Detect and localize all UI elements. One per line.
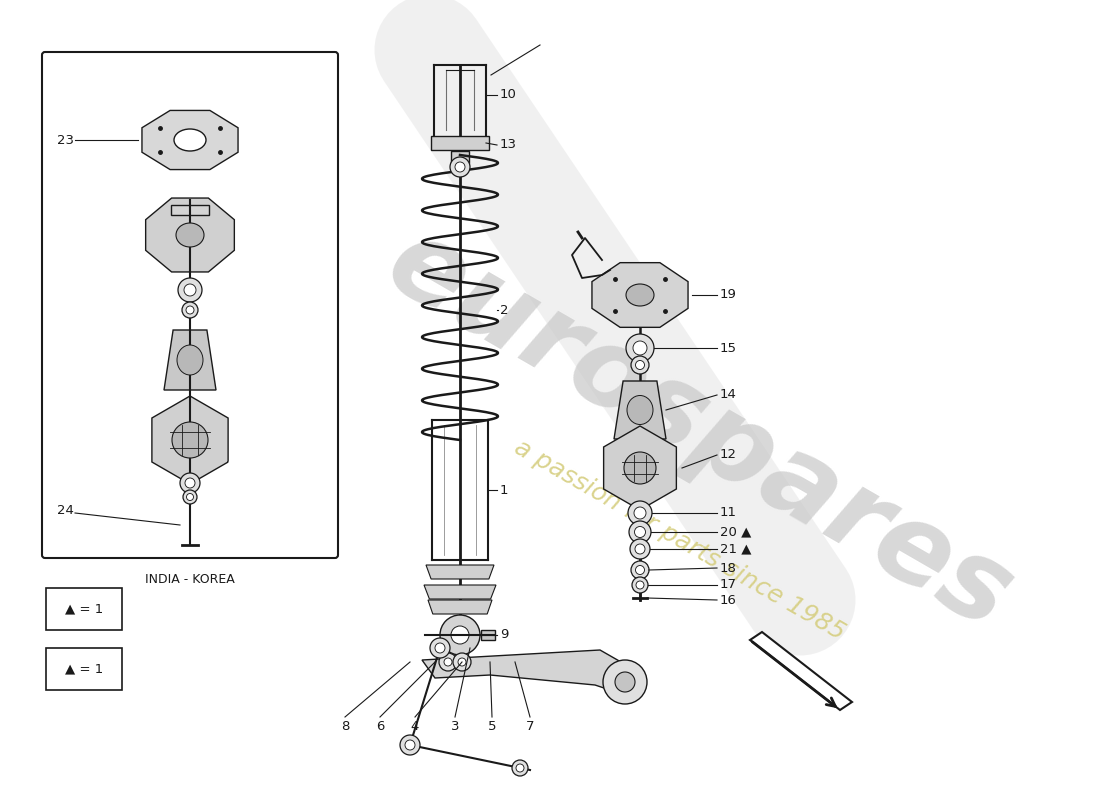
Text: 7: 7 bbox=[526, 720, 535, 733]
Circle shape bbox=[400, 735, 420, 755]
Text: 8: 8 bbox=[341, 720, 349, 733]
Text: ▲ = 1: ▲ = 1 bbox=[65, 662, 103, 675]
Text: 13: 13 bbox=[500, 138, 517, 151]
Text: 14: 14 bbox=[720, 389, 737, 402]
FancyBboxPatch shape bbox=[42, 52, 338, 558]
Text: ▲ = 1: ▲ = 1 bbox=[65, 602, 103, 615]
Text: 4: 4 bbox=[410, 720, 419, 733]
Circle shape bbox=[631, 561, 649, 579]
Circle shape bbox=[629, 521, 651, 543]
FancyBboxPatch shape bbox=[451, 151, 469, 163]
FancyBboxPatch shape bbox=[46, 588, 122, 630]
Circle shape bbox=[434, 643, 446, 653]
Text: INDIA - KOREA: INDIA - KOREA bbox=[145, 573, 235, 586]
Circle shape bbox=[634, 507, 646, 519]
Circle shape bbox=[624, 452, 656, 484]
Circle shape bbox=[631, 356, 649, 374]
Ellipse shape bbox=[176, 223, 204, 247]
Text: 11: 11 bbox=[720, 506, 737, 519]
Ellipse shape bbox=[177, 345, 204, 375]
Circle shape bbox=[180, 473, 200, 493]
Text: 24: 24 bbox=[57, 503, 74, 517]
Polygon shape bbox=[152, 396, 228, 484]
Polygon shape bbox=[428, 600, 492, 614]
Text: 12: 12 bbox=[720, 449, 737, 462]
Circle shape bbox=[172, 422, 208, 458]
Text: 5: 5 bbox=[487, 720, 496, 733]
Circle shape bbox=[458, 658, 466, 666]
Circle shape bbox=[185, 478, 195, 488]
Circle shape bbox=[636, 566, 645, 574]
Circle shape bbox=[178, 278, 202, 302]
Circle shape bbox=[636, 581, 644, 589]
Ellipse shape bbox=[174, 129, 206, 151]
FancyBboxPatch shape bbox=[481, 630, 495, 640]
Circle shape bbox=[182, 302, 198, 318]
Text: a passion for parts since 1985: a passion for parts since 1985 bbox=[510, 435, 849, 645]
Circle shape bbox=[450, 157, 470, 177]
Text: 1: 1 bbox=[500, 483, 508, 497]
Circle shape bbox=[512, 760, 528, 776]
Circle shape bbox=[444, 658, 452, 666]
Polygon shape bbox=[604, 426, 676, 510]
Circle shape bbox=[635, 544, 645, 554]
Circle shape bbox=[453, 653, 471, 671]
Text: 10: 10 bbox=[500, 89, 517, 102]
Circle shape bbox=[184, 284, 196, 296]
Circle shape bbox=[630, 539, 650, 559]
Polygon shape bbox=[422, 650, 635, 695]
Circle shape bbox=[636, 361, 645, 370]
Circle shape bbox=[183, 490, 197, 504]
Circle shape bbox=[440, 615, 480, 655]
Polygon shape bbox=[614, 381, 666, 439]
Polygon shape bbox=[142, 110, 238, 170]
Text: 16: 16 bbox=[720, 594, 737, 606]
Text: 19: 19 bbox=[720, 289, 737, 302]
FancyBboxPatch shape bbox=[46, 648, 122, 690]
Circle shape bbox=[405, 740, 415, 750]
Circle shape bbox=[632, 341, 647, 355]
Circle shape bbox=[187, 494, 194, 501]
FancyBboxPatch shape bbox=[431, 136, 488, 150]
Polygon shape bbox=[750, 632, 852, 710]
Circle shape bbox=[635, 526, 646, 538]
Text: 3: 3 bbox=[451, 720, 460, 733]
Circle shape bbox=[455, 162, 465, 172]
Text: 23: 23 bbox=[57, 134, 74, 146]
FancyBboxPatch shape bbox=[170, 205, 209, 215]
Text: 21 ▲: 21 ▲ bbox=[720, 542, 751, 555]
Polygon shape bbox=[164, 330, 216, 390]
Text: 17: 17 bbox=[720, 578, 737, 591]
Polygon shape bbox=[424, 585, 496, 599]
Text: 6: 6 bbox=[376, 720, 384, 733]
Circle shape bbox=[628, 501, 652, 525]
Text: 20 ▲: 20 ▲ bbox=[720, 526, 751, 538]
Circle shape bbox=[615, 672, 635, 692]
Polygon shape bbox=[145, 198, 234, 272]
Circle shape bbox=[632, 577, 648, 593]
Ellipse shape bbox=[627, 395, 653, 425]
Circle shape bbox=[603, 660, 647, 704]
Text: 15: 15 bbox=[720, 342, 737, 354]
Text: 9: 9 bbox=[500, 629, 508, 642]
Circle shape bbox=[186, 306, 194, 314]
Circle shape bbox=[451, 626, 469, 644]
Ellipse shape bbox=[626, 284, 654, 306]
Text: eurospares: eurospares bbox=[370, 208, 1031, 652]
Circle shape bbox=[430, 638, 450, 658]
Polygon shape bbox=[426, 565, 494, 579]
Circle shape bbox=[439, 653, 456, 671]
Circle shape bbox=[516, 764, 524, 772]
Circle shape bbox=[626, 334, 654, 362]
Text: 2: 2 bbox=[500, 303, 508, 317]
Text: 18: 18 bbox=[720, 562, 737, 574]
Polygon shape bbox=[592, 262, 688, 327]
